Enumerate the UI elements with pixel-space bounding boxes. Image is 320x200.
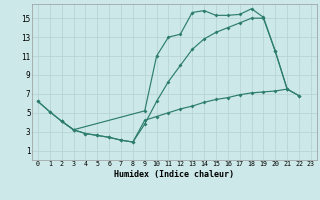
- X-axis label: Humidex (Indice chaleur): Humidex (Indice chaleur): [115, 170, 234, 179]
